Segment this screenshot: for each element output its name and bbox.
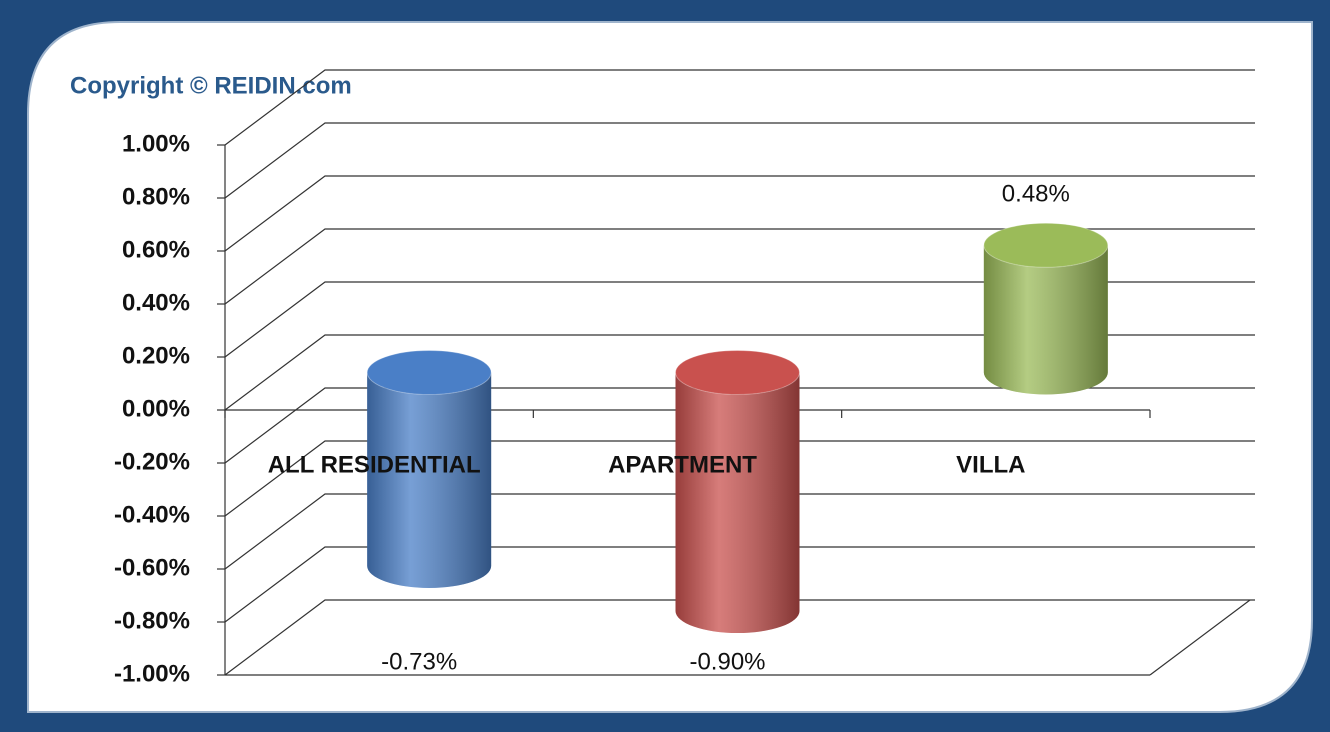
grid-line [224,546,1255,623]
bar-top [983,222,1109,268]
y-tick-label: -0.40% [114,501,190,528]
y-tick-label: -0.60% [114,554,190,581]
value-label: -0.90% [689,648,765,675]
y-tick-label: 1.00% [122,130,190,157]
grid-line [224,69,1255,146]
x-tick-label: APARTMENT [608,451,757,478]
grid-line [224,281,1255,358]
bar-top [366,350,492,395]
grid-line [224,440,1255,517]
grid-line [224,493,1255,570]
bar-shade [983,245,1108,395]
y-tick-label: -0.80% [114,607,190,634]
panel [27,21,1313,713]
y-tick-label: 0.00% [122,395,190,422]
y-tick-label: 0.20% [122,342,190,369]
y-tick-label: 0.60% [122,236,190,263]
y-tick-label: 0.40% [122,289,190,316]
value-label: -0.73% [381,648,457,675]
y-tick-label: -0.20% [114,448,190,475]
floor-edge [1149,599,1251,676]
grid-line [224,175,1255,252]
y-tick-label: 0.80% [122,183,190,210]
bar-top [675,350,800,395]
grid-line [224,122,1255,199]
value-label: 0.48% [1002,181,1070,208]
chart-title: Copyright © REIDIN.com [70,72,352,99]
grid-line [224,599,1255,676]
y-tick-label: -1.00% [114,660,190,687]
grid-line [224,387,1255,464]
x-tick-label: VILLA [956,451,1025,478]
bar-shade [675,372,800,633]
grid-line [224,334,1255,411]
grid-line [224,228,1255,305]
x-tick-label: ALL RESIDENTIAL [268,451,481,478]
bar-shade [367,372,492,588]
